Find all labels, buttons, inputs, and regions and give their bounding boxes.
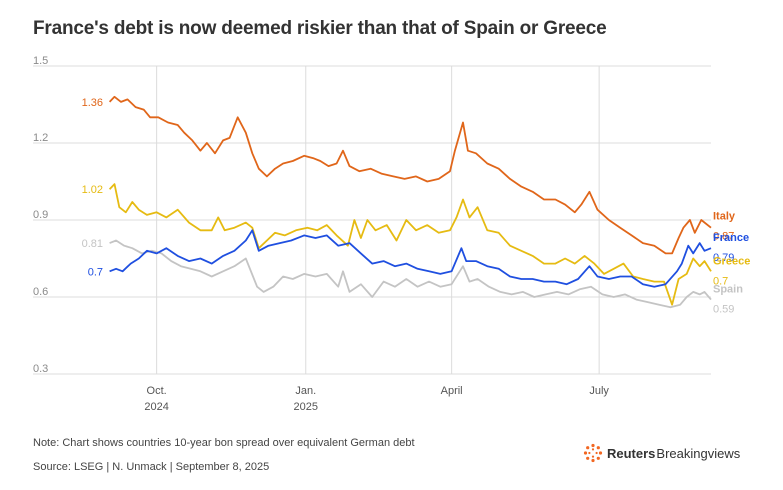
end-value-label-italy: 0.87 xyxy=(713,231,734,243)
label-layer: 1.36 Italy 0.87 0.7 France 0.79 1.02 Greece 0.7 0… xyxy=(82,97,751,316)
series-line-france xyxy=(109,229,712,288)
x-tick-year-label: 2025 xyxy=(294,401,318,413)
y-tick-label: 0.3 xyxy=(33,363,48,375)
reuters-logo-icon xyxy=(583,443,603,463)
reuters-breakingviews-logo: Reuters Breakingviews xyxy=(583,443,740,463)
start-value-label-france: 0.7 xyxy=(88,266,103,278)
x-tick-label: Jan. xyxy=(295,385,316,397)
brand-name-regular: Breakingviews xyxy=(656,445,741,461)
chart-title: France's debt is now deemed riskier than… xyxy=(33,18,607,39)
chart-source: Source: LSEG | N. Unmack | September 8, … xyxy=(33,461,270,473)
y-tick-label: 1.5 xyxy=(33,55,48,67)
line-chart: 1.5 1.2 0.9 0.6 0.3 Oct. 2024 Jan. 2025 April July… xyxy=(33,55,751,413)
series-name-label-greece: Greece xyxy=(713,255,750,267)
series-line-italy xyxy=(108,95,712,255)
y-tick-label: 0.9 xyxy=(33,209,48,221)
series-name-label-france: France xyxy=(713,232,749,244)
x-tick-label: July xyxy=(589,385,609,397)
x-tick-label: April xyxy=(441,385,463,397)
series-name-label-italy: Italy xyxy=(713,211,736,223)
series-line-spain xyxy=(109,239,712,309)
x-tick-label: Oct. xyxy=(147,385,167,397)
start-value-label-italy: 1.36 xyxy=(82,97,103,109)
y-tick-label: 1.2 xyxy=(33,132,48,144)
end-value-label-greece: 0.7 xyxy=(713,275,728,287)
start-value-label-spain: 0.81 xyxy=(82,238,103,250)
end-value-label-france: 0.79 xyxy=(713,252,734,264)
start-value-label-greece: 1.02 xyxy=(82,184,103,196)
x-tick-year-label: 2024 xyxy=(144,401,168,413)
end-value-label-spain: 0.59 xyxy=(713,304,734,316)
brand-name-bold: Reuters xyxy=(607,445,656,461)
chart-note: Note: Chart shows countries 10-year bon … xyxy=(33,437,415,449)
y-tick-label: 0.6 xyxy=(33,286,48,298)
grid-layer: 1.5 1.2 0.9 0.6 0.3 Oct. 2024 Jan. 2025 April July xyxy=(33,55,711,413)
series-line-greece xyxy=(108,183,712,306)
series-layer xyxy=(108,95,712,309)
series-name-label-spain: Spain xyxy=(713,284,743,296)
